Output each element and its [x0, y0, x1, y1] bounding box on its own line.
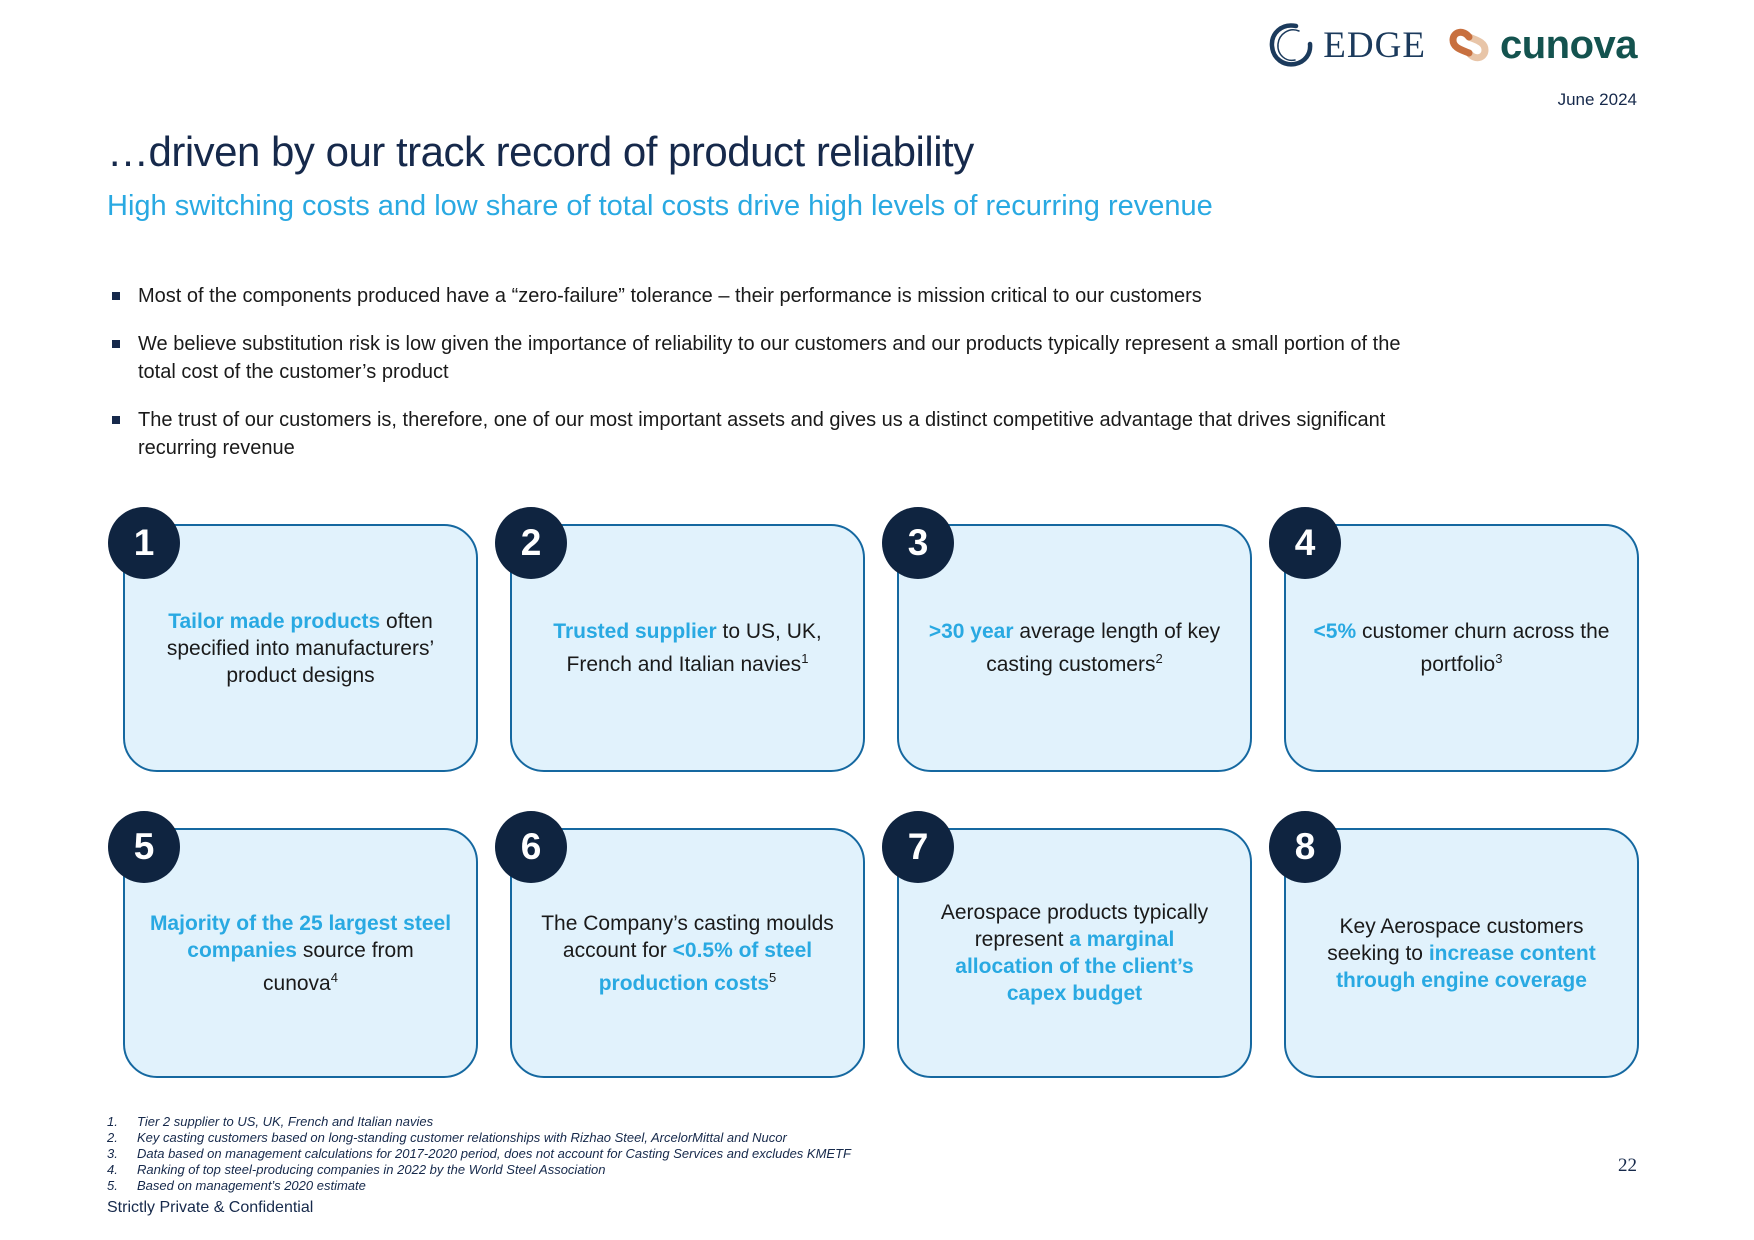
card-number-badge: 7	[882, 811, 954, 883]
card-text-segment: source from cunova	[263, 938, 414, 995]
card-text-segment: 5	[769, 969, 777, 985]
footnote-number: 3.	[107, 1146, 118, 1161]
card-text-accent: Trusted supplier	[553, 620, 717, 643]
footnote-text: Data based on management calculations fo…	[137, 1146, 851, 1161]
card-text-accent: a marginal allocation of the client’s ca…	[955, 928, 1194, 1005]
bullet-square-icon	[112, 416, 120, 424]
card-text-segment: Aerospace products typically represent	[940, 901, 1209, 951]
info-card: 3 >30 year average length of key casting …	[882, 507, 1252, 772]
footnote-item: 2. Key casting customers based on long-st…	[107, 1130, 851, 1146]
card-number-badge: 6	[495, 811, 567, 883]
footnotes: 1. Tier 2 supplier to US, UK, French and …	[107, 1114, 851, 1194]
page-number: 22	[1618, 1155, 1637, 1176]
bullet-list: Most of the components produced have a “…	[112, 282, 1442, 482]
card-text-segment: Key Aerospace customers seeking to	[1327, 914, 1584, 965]
card-text-accent: <0.5% of steel production costs	[598, 938, 813, 995]
card-text-accent: Majority of the 25 largest steel compani…	[149, 911, 452, 962]
card-text-segment: 2	[1155, 651, 1163, 666]
edge-logo-text: EDGE	[1323, 24, 1426, 66]
info-card: 6 The Company’s casting moulds account fo…	[495, 811, 865, 1078]
card-text-segment: to US, UK, French and Italian navies	[566, 620, 822, 676]
bullet-item: The trust of our customers is, therefore…	[112, 406, 1442, 462]
page-title: …driven by our track record of product r…	[107, 128, 974, 175]
cards-grid: 1 Tailor made products often specified in…	[108, 507, 1639, 1078]
card-text: Trusted supplier to US, UK, French and I…	[536, 618, 839, 678]
footnote-text: Based on management’s 2020 estimate	[137, 1178, 366, 1193]
card-number-badge: 4	[1269, 507, 1341, 579]
footnote-item: 1. Tier 2 supplier to US, UK, French and …	[107, 1114, 851, 1130]
footnote-text: Tier 2 supplier to US, UK, French and It…	[137, 1114, 434, 1129]
card-number-badge: 1	[108, 507, 180, 579]
bullet-square-icon	[112, 292, 120, 300]
card-text-segment: customer churn across the portfolio	[1356, 620, 1610, 676]
confidential-label: Strictly Private & Confidential	[107, 1199, 314, 1216]
footnote-item: 5. Based on management’s 2020 estimate	[107, 1178, 851, 1194]
card-text-segment: average length of key casting customers	[986, 620, 1221, 676]
footnote-number: 1.	[107, 1114, 118, 1129]
footnote-item: 3. Data based on management calculations …	[107, 1146, 851, 1162]
slide-date: June 2024	[1557, 90, 1637, 109]
footnote-text: Ranking of top steel-producing companies…	[137, 1162, 606, 1177]
edge-logo: EDGE	[1269, 22, 1426, 68]
bullet-text: We believe substitution risk is low give…	[138, 333, 1401, 383]
card-text-accent: <5%	[1313, 620, 1357, 643]
info-card: 1 Tailor made products often specified in…	[108, 507, 478, 772]
card-text-segment: 4	[330, 969, 338, 985]
cunova-logo-text: cunova	[1499, 23, 1638, 67]
info-card: 2 Trusted supplier to US, UK, French and …	[495, 507, 865, 772]
card-number-badge: 2	[495, 507, 567, 579]
card-text-segment: The Company’s casting moulds account for	[541, 911, 834, 962]
card-number-badge: 3	[882, 507, 954, 579]
logo-row: EDGE cunova	[1269, 22, 1638, 68]
cunova-logo: cunova	[1448, 23, 1638, 67]
card-text: <5% customer churn across the portfolio3	[1310, 618, 1613, 678]
edge-ring-icon	[1270, 23, 1313, 67]
card-number-badge: 5	[108, 811, 180, 883]
card-text: Tailor made products often specified int…	[149, 608, 452, 689]
card-text: The Company’s casting moulds account for…	[536, 910, 839, 997]
card-text-accent: Tailor made products	[168, 609, 381, 633]
footnote-number: 5.	[107, 1178, 118, 1193]
card-text: Key Aerospace customers seeking to incre…	[1310, 913, 1613, 994]
info-card: 4 <5% customer churn across the portfolio…	[1269, 507, 1639, 772]
info-card: 7 Aerospace products typically represent …	[882, 811, 1252, 1078]
card-text-segment: 3	[1495, 651, 1503, 666]
card-text-accent: increase content through engine coverage	[1336, 941, 1596, 992]
bullet-item: We believe substitution risk is low give…	[112, 330, 1442, 386]
bullet-square-icon	[112, 340, 120, 348]
card-number-badge: 8	[1269, 811, 1341, 883]
bullet-item: Most of the components produced have a “…	[112, 282, 1442, 310]
card-text-accent: >30 year	[928, 620, 1014, 643]
page-subtitle: High switching costs and low share of to…	[107, 190, 1213, 222]
footnote-text: Key casting customers based on long-stan…	[137, 1130, 787, 1145]
card-text-segment: 1	[801, 651, 809, 666]
info-card: 5 Majority of the 25 largest steel compan…	[108, 811, 478, 1078]
info-card: 8 Key Aerospace customers seeking to incr…	[1269, 811, 1639, 1078]
bullet-text: Most of the components produced have a “…	[138, 285, 1202, 307]
cunova-knot-icon	[1449, 28, 1489, 62]
footnote-number: 4.	[107, 1162, 118, 1177]
card-text: Majority of the 25 largest steel compani…	[149, 910, 452, 997]
card-text: Aerospace products typically represent a…	[923, 899, 1226, 1007]
footnote-number: 2.	[107, 1130, 118, 1145]
card-text-segment: often specified into manufacturers’ prod…	[166, 609, 435, 687]
footnote-item: 4. Ranking of top steel-producing compani…	[107, 1162, 851, 1178]
bullet-text: The trust of our customers is, therefore…	[138, 409, 1386, 459]
card-text: >30 year average length of key casting c…	[923, 618, 1226, 678]
